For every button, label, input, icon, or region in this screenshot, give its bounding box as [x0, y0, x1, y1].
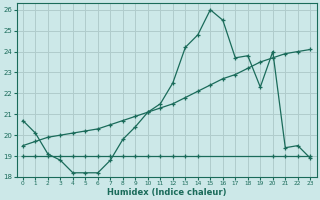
X-axis label: Humidex (Indice chaleur): Humidex (Indice chaleur)	[107, 188, 226, 197]
